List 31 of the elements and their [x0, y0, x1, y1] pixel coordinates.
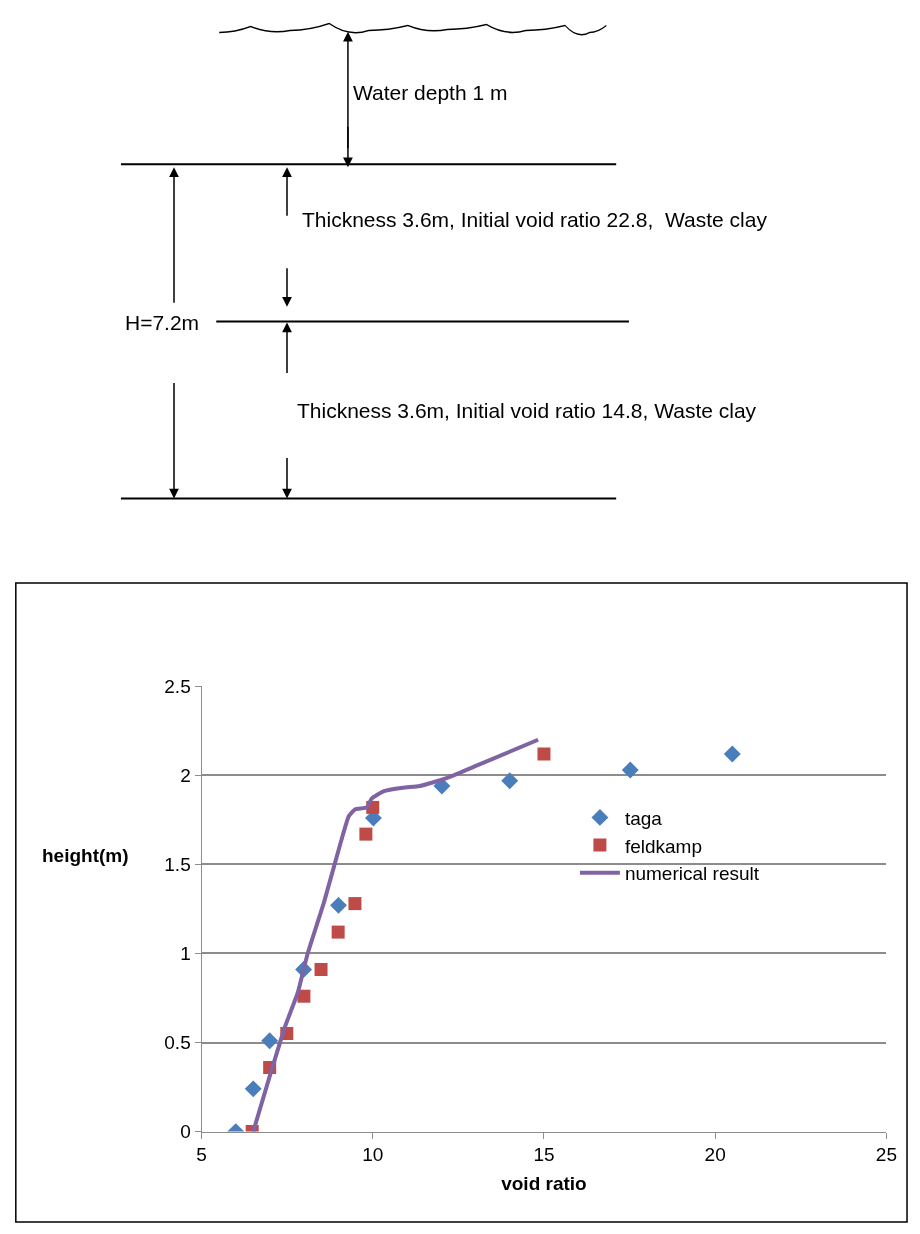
- legend-label: feldkamp: [624, 835, 703, 857]
- y-tick-label: 0.5: [164, 1032, 191, 1054]
- point: [331, 925, 345, 939]
- y-axis-title: height(m): [42, 845, 129, 866]
- point: [330, 896, 347, 914]
- text: Thickness 3.6m, Initial void ratio 14.8, Waste clay: [297, 399, 757, 422]
- y-tick-label: 2: [180, 765, 191, 786]
- point: [621, 761, 639, 779]
- text: H=7.2m: [125, 311, 200, 334]
- x-axis-title: void ratio: [501, 1173, 587, 1195]
- point: [723, 745, 741, 763]
- text: Thickness 3.6m, Initial void ratio 22.8, Waste clay: [302, 208, 768, 231]
- point: [537, 747, 551, 761]
- legend-label: taga: [624, 807, 663, 829]
- y-tick-label: 1.5: [164, 854, 191, 876]
- point: [359, 827, 373, 841]
- point: [314, 963, 328, 976]
- y-tick-label: 2.5: [164, 675, 191, 697]
- x-tick-label: 5: [196, 1144, 207, 1166]
- point: [261, 1032, 279, 1050]
- text: Water depth 1 m: [353, 81, 508, 104]
- point: [244, 1080, 262, 1098]
- x-tick-label: 20: [704, 1144, 726, 1166]
- x-tick-label: 25: [875, 1144, 897, 1166]
- point: [501, 772, 519, 790]
- y-tick-label: 1: [180, 943, 191, 965]
- point: [348, 897, 362, 911]
- y-tick-label: 0: [180, 1121, 191, 1143]
- x-tick-label: 15: [533, 1144, 555, 1166]
- x-tick-label: 10: [362, 1144, 384, 1166]
- legend-label: numerical result: [624, 863, 760, 885]
